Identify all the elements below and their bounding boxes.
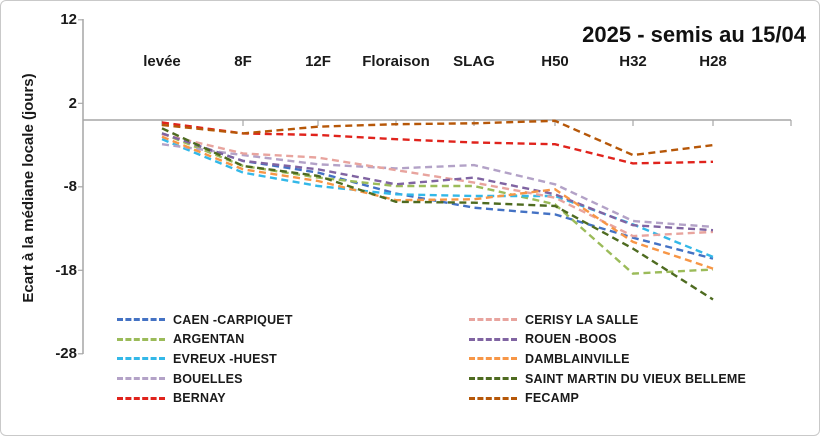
y-tick-label-2: 2 bbox=[68, 95, 77, 112]
stage-label-8f: 8F bbox=[234, 53, 252, 70]
legend-item-damblainville: DAMBLAINVILLE bbox=[469, 349, 746, 369]
legend-label: SAINT MARTIN DU VIEUX BELLEME bbox=[525, 371, 747, 386]
stage-label-h28: H28 bbox=[699, 53, 727, 70]
series-line-bernay bbox=[161, 121, 714, 165]
series-line-cerisy-la-salle bbox=[161, 133, 714, 238]
series-line-damblainville bbox=[161, 135, 714, 270]
legend-swatch-bouelles bbox=[117, 377, 165, 381]
legend-swatch-evreux-huest bbox=[117, 357, 165, 361]
y-tick-label-12: 12 bbox=[60, 11, 77, 28]
legend-item-evreux-huest: EVREUX -HUEST bbox=[117, 349, 293, 369]
stage-label-floraison: Floraison bbox=[362, 53, 430, 70]
legend-swatch-damblainville bbox=[469, 357, 517, 361]
y-axis-title: Ecart à la médiane locale (jours) bbox=[20, 73, 37, 303]
chart-title: 2025 - semis au 15/04 bbox=[582, 22, 806, 47]
series-line-argentan bbox=[161, 132, 714, 275]
legend-swatch-fecamp bbox=[469, 396, 517, 400]
y-tick-label-m8: -8 bbox=[63, 178, 77, 195]
legend-label: ARGENTAN bbox=[173, 332, 245, 347]
stage-label-h50: H50 bbox=[541, 53, 569, 70]
legend-label: BERNAY bbox=[173, 391, 226, 406]
legend-item-argentan: ARGENTAN bbox=[117, 330, 293, 350]
y-tick-label-m28: -28 bbox=[55, 345, 77, 362]
legend-swatch-bernay bbox=[117, 396, 165, 400]
legend-swatch-argentan bbox=[117, 337, 165, 341]
legend-label: ROUEN -BOOS bbox=[525, 332, 617, 347]
legend-item-rouen-boos: ROUEN -BOOS bbox=[469, 330, 746, 350]
series-line-rouen-boos bbox=[161, 132, 714, 232]
legend-label: FECAMP bbox=[525, 391, 579, 406]
series-line-caen-carpiquet bbox=[161, 132, 714, 260]
legend-label: DAMBLAINVILLE bbox=[525, 351, 630, 366]
y-tick-label-m18: -18 bbox=[55, 262, 77, 279]
legend-item-fecamp: FECAMP bbox=[469, 388, 746, 408]
legend-label: EVREUX -HUEST bbox=[173, 351, 278, 366]
legend-swatch-cerisy-la-salle bbox=[469, 318, 517, 322]
legend-column-right: CERISY LA SALLE ROUEN -BOOS DAMBLAINVILL… bbox=[469, 310, 746, 408]
legend-label: CERISY LA SALLE bbox=[525, 312, 639, 327]
series-line-fecamp bbox=[161, 119, 714, 157]
series-line-bouelles bbox=[161, 143, 714, 229]
legend-item-bouelles: BOUELLES bbox=[117, 369, 293, 389]
legend-swatch-rouen-boos bbox=[469, 337, 517, 341]
legend-swatch-saint-martin-du-vieux-belleme bbox=[469, 377, 517, 381]
stage-label-12f: 12F bbox=[305, 53, 331, 70]
legend-label: CAEN -CARPIQUET bbox=[173, 312, 293, 327]
legend-label: BOUELLES bbox=[173, 371, 243, 386]
legend-swatch-caen-carpiquet bbox=[117, 318, 165, 322]
legend-item-saint-martin-du-vieux-belleme: SAINT MARTIN DU VIEUX BELLEME bbox=[469, 369, 746, 389]
legend-item-bernay: BERNAY bbox=[117, 388, 293, 408]
legend-item-cerisy-la-salle: CERISY LA SALLE bbox=[469, 310, 746, 330]
stage-label-slag: SLAG bbox=[453, 53, 495, 70]
series-line-evreux-huest bbox=[161, 138, 714, 259]
legend-item-caen-carpiquet: CAEN -CARPIQUET bbox=[117, 310, 293, 330]
legend-column-left: CAEN -CARPIQUET ARGENTAN EVREUX -HUEST B… bbox=[117, 310, 293, 408]
stage-label-levee: levée bbox=[143, 53, 181, 70]
stage-label-h32: H32 bbox=[619, 53, 647, 70]
